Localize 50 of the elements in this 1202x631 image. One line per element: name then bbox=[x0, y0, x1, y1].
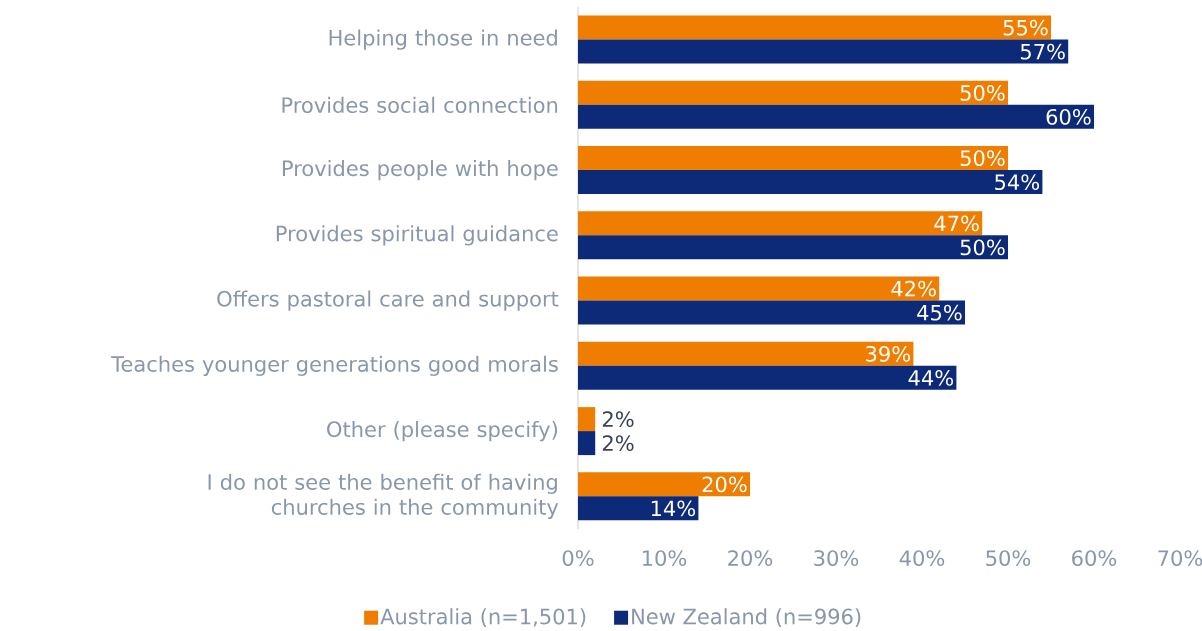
bar bbox=[578, 407, 596, 432]
data-label: 55% bbox=[1003, 19, 1048, 36]
bar bbox=[578, 365, 957, 390]
y-tick-label: Other (please specify) bbox=[327, 420, 558, 442]
bar bbox=[578, 211, 983, 236]
y-tick-label: Provides social connection bbox=[282, 96, 558, 113]
y-tick-label: Offers pastoral care and support bbox=[217, 290, 559, 311]
bar bbox=[578, 39, 1069, 64]
data-label: 44% bbox=[908, 369, 954, 386]
data-label: 2% bbox=[602, 435, 634, 452]
legend-label: Australia (n=1,501) bbox=[380, 608, 586, 627]
data-label: 14% bbox=[651, 500, 696, 517]
bar bbox=[578, 104, 1094, 129]
bar bbox=[578, 235, 1009, 260]
data-label: 42% bbox=[891, 280, 936, 297]
bar bbox=[578, 300, 966, 325]
bar bbox=[578, 15, 1051, 40]
data-label: 50% bbox=[960, 239, 1005, 256]
data-label: 60% bbox=[1046, 108, 1091, 125]
x-tick-label: 70% bbox=[1158, 550, 1202, 567]
bar bbox=[578, 170, 1043, 195]
y-tick-label: Provides people with hope bbox=[282, 159, 558, 181]
data-label: 54% bbox=[995, 174, 1040, 191]
y-tick-label: Teaches younger generations good morals bbox=[111, 355, 558, 377]
data-label: 20% bbox=[702, 476, 747, 493]
bar bbox=[578, 341, 914, 366]
bar bbox=[578, 431, 596, 456]
x-tick-label: 30% bbox=[814, 550, 859, 567]
data-label: 2% bbox=[602, 411, 634, 428]
data-label: 47% bbox=[934, 215, 979, 232]
y-tick-label: I do not see the benefit of having churches in the community bbox=[208, 473, 559, 520]
data-label: 57% bbox=[1020, 43, 1065, 60]
legend-label: New Zealand (n=996) bbox=[632, 608, 861, 627]
y-tick-label: Helping those in need bbox=[329, 29, 557, 50]
data-label: 50% bbox=[960, 84, 1005, 101]
x-tick-label: 10% bbox=[642, 550, 687, 567]
bar bbox=[578, 146, 1009, 171]
x-tick-label: 20% bbox=[728, 550, 773, 567]
bar bbox=[578, 276, 940, 301]
x-tick-label: 0% bbox=[562, 550, 594, 567]
data-label: 45% bbox=[917, 304, 962, 321]
data-label: 50% bbox=[960, 150, 1005, 167]
y-tick-label: Provides spiritual guidance bbox=[276, 225, 558, 246]
data-label: 39% bbox=[866, 345, 911, 362]
bar bbox=[578, 80, 1009, 105]
x-tick-label: 50% bbox=[986, 550, 1031, 567]
bar bbox=[578, 472, 750, 497]
bar bbox=[578, 496, 699, 521]
x-tick-label: 60% bbox=[1072, 550, 1117, 567]
x-tick-label: 40% bbox=[899, 550, 945, 567]
